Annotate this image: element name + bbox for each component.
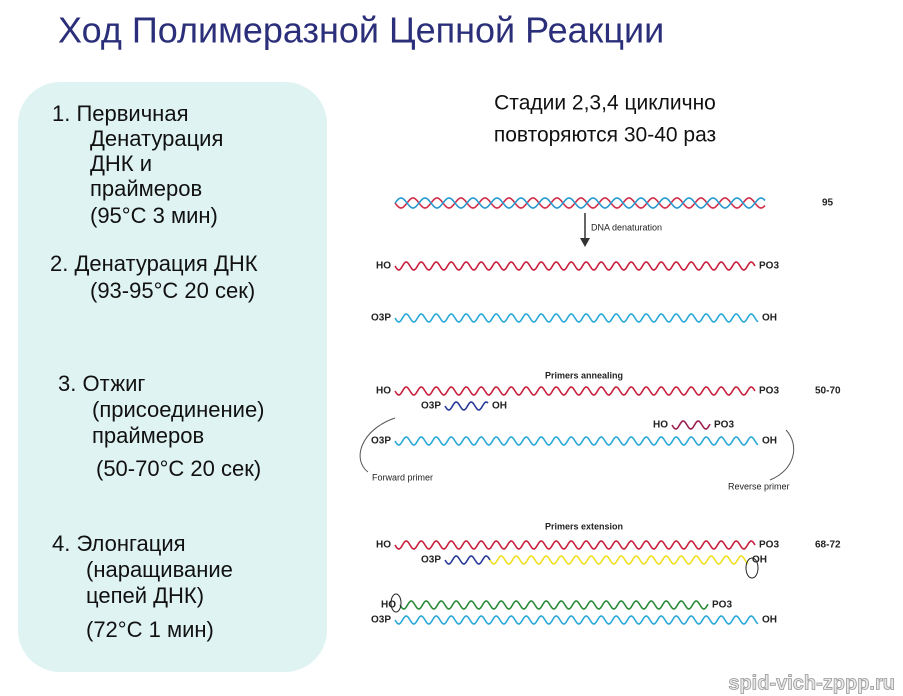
strand-end: HO bbox=[381, 600, 396, 611]
step-text: (присоединение) bbox=[92, 397, 265, 422]
strand-end: OH bbox=[762, 615, 777, 626]
title: Ход Полимеразной Цепной Реакции bbox=[58, 10, 664, 51]
strand-end: HO bbox=[376, 386, 391, 397]
strand-end: O3P bbox=[371, 615, 391, 626]
dna-wave bbox=[399, 600, 709, 610]
step-text: 1. Первичная bbox=[52, 101, 188, 126]
step-text: (72°С 1 мин) bbox=[86, 617, 214, 642]
dna-wave bbox=[671, 420, 711, 430]
dna-wave bbox=[394, 386, 756, 396]
steps-panel bbox=[18, 82, 327, 672]
temperature: 68-72 bbox=[815, 540, 841, 551]
dna-wave bbox=[394, 197, 766, 209]
dna-wave bbox=[444, 401, 489, 411]
strand-end: PO3 bbox=[759, 261, 779, 272]
step-text: 4. Элонгация bbox=[52, 531, 186, 556]
primer-label: Reverse primer bbox=[728, 481, 790, 491]
dna-wave bbox=[394, 261, 756, 271]
arrow-head bbox=[580, 238, 590, 247]
temperature: 50-70 bbox=[815, 386, 841, 397]
strand-end: HO bbox=[376, 261, 391, 272]
step-text: (93-95°С 20 сек) bbox=[90, 278, 255, 303]
strand-end: OH bbox=[762, 436, 777, 447]
dna-wave bbox=[394, 436, 759, 446]
dna-wave bbox=[394, 540, 756, 550]
strand-end: O3P bbox=[421, 555, 441, 566]
primer-label: Forward primer bbox=[372, 472, 433, 482]
step-text: (наращивание bbox=[86, 557, 233, 582]
dna-wave bbox=[394, 615, 759, 625]
dna-wave bbox=[444, 555, 491, 565]
strand-end: PO3 bbox=[712, 600, 732, 611]
strand-end: PO3 bbox=[759, 386, 779, 397]
strand-end: PO3 bbox=[759, 540, 779, 551]
note: Стадии 2,3,4 циклично bbox=[494, 92, 716, 115]
strand-end: O3P bbox=[371, 436, 391, 447]
step-text: 3. Отжиг bbox=[58, 371, 145, 396]
step-text: 2. Денатурация ДНК bbox=[50, 251, 258, 276]
stage-label: Primers annealing bbox=[545, 370, 623, 380]
strand-end: OH bbox=[762, 313, 777, 324]
watermark: spid-vich-zppp.ru bbox=[728, 672, 895, 694]
strand-end: O3P bbox=[421, 401, 441, 412]
arrow bbox=[769, 429, 795, 481]
step-text: цепей ДНК) bbox=[86, 583, 204, 608]
step-text: ДНК и bbox=[90, 151, 152, 176]
stage-label: Primers extension bbox=[545, 521, 623, 531]
dna-wave bbox=[489, 555, 749, 565]
strand-end: OH bbox=[492, 401, 507, 412]
strand-end: OH bbox=[752, 555, 767, 566]
polymerase bbox=[390, 593, 402, 613]
step-text: (50-70°С 20 сек) bbox=[96, 456, 261, 481]
step-text: праймеров bbox=[92, 423, 204, 448]
step-text: (95°С 3 мин) bbox=[90, 203, 218, 228]
temperature: 95 bbox=[822, 198, 834, 209]
polymerase bbox=[745, 557, 759, 579]
arrow bbox=[359, 417, 396, 473]
strand-end: HO bbox=[653, 420, 668, 431]
dna-wave bbox=[394, 197, 766, 209]
stage-label: DNA denaturation bbox=[591, 222, 662, 232]
note: повторяются 30-40 раз bbox=[494, 124, 716, 147]
strand-end: PO3 bbox=[714, 420, 734, 431]
dna-wave bbox=[394, 313, 759, 323]
strand-end: O3P bbox=[371, 313, 391, 324]
step-text: праймеров bbox=[90, 176, 202, 201]
step-text: Денатурация bbox=[90, 126, 223, 151]
strand-end: HO bbox=[376, 540, 391, 551]
